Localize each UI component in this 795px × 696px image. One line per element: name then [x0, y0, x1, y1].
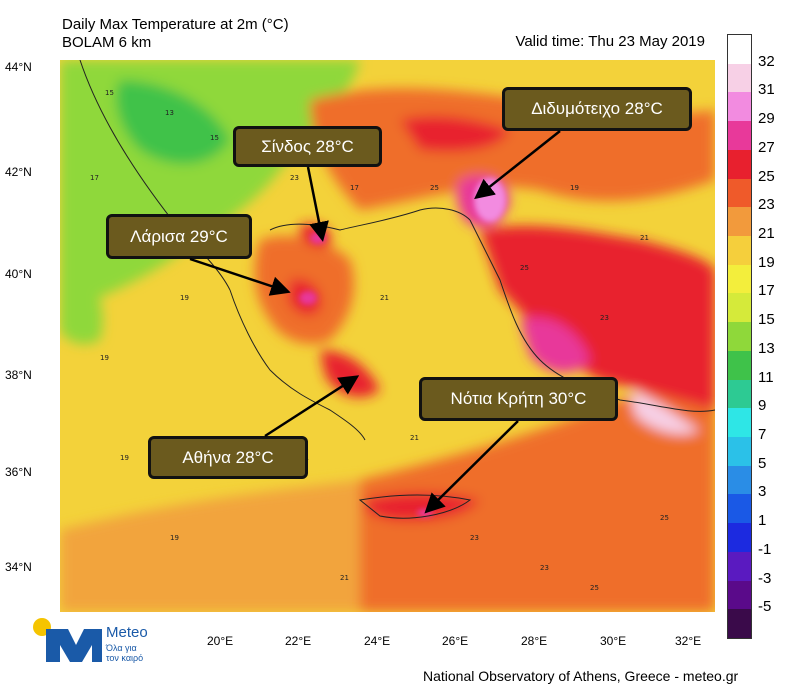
logo-name: Meteo — [106, 624, 148, 641]
footer-credit: National Observatory of Athens, Greece -… — [423, 668, 739, 684]
lon-label: 24°E — [364, 634, 391, 648]
colorbar-label: 25 — [758, 167, 775, 185]
colorbar-swatch — [728, 236, 751, 266]
svg-text:23: 23 — [600, 314, 609, 322]
colorbar-swatch — [728, 149, 751, 180]
svg-text:19: 19 — [120, 454, 129, 462]
colorbar-label: 9 — [758, 397, 767, 415]
logo-tagline-line1: Όλα για — [106, 643, 137, 653]
colorbar-swatch — [728, 465, 751, 495]
colorbar-swatch — [728, 494, 751, 524]
svg-text:25: 25 — [660, 514, 669, 522]
arrow-sindos — [306, 166, 329, 242]
svg-text:15: 15 — [105, 89, 114, 97]
colorbar-swatch — [728, 35, 751, 65]
svg-text:25: 25 — [520, 264, 529, 272]
arrow-larisa — [189, 257, 291, 296]
colorbar-label: 7 — [758, 426, 767, 443]
lon-label: 30°E — [600, 634, 627, 648]
colorbar-swatch — [728, 609, 751, 639]
colorbar-swatch — [728, 264, 751, 294]
colorbar-swatch — [728, 379, 751, 409]
lon-label: 26°E — [442, 634, 469, 648]
lat-label: 38°N — [5, 368, 32, 382]
svg-text:19: 19 — [570, 184, 579, 192]
svg-text:19: 19 — [170, 534, 179, 542]
colorbar-swatch — [728, 63, 751, 93]
svg-text:17: 17 — [90, 174, 99, 182]
svg-text:21: 21 — [380, 294, 389, 302]
colorbar-label: 5 — [758, 454, 767, 472]
callout-sindos: Σίνδος 28°C — [233, 126, 382, 167]
lat-label: 42°N — [5, 165, 32, 179]
colorbar-label: 19 — [758, 253, 775, 271]
colorbar-swatch — [728, 437, 751, 467]
svg-text:19: 19 — [180, 294, 189, 302]
lon-label: 28°E — [521, 634, 548, 648]
colorbar-label: -3 — [758, 569, 772, 587]
colorbar-swatch — [728, 551, 751, 582]
logo-tagline: Όλα για τον καιρό — [106, 643, 143, 663]
svg-text:19: 19 — [100, 354, 109, 362]
colorbar-swatch — [728, 408, 751, 438]
colorbar — [727, 34, 752, 639]
meteo-logo — [33, 618, 102, 662]
svg-text:21: 21 — [340, 574, 349, 582]
svg-text:21: 21 — [410, 434, 419, 442]
colorbar-label: 32 — [758, 52, 775, 70]
colorbar-label: -5 — [758, 598, 772, 616]
colorbar-swatch — [728, 523, 751, 553]
lat-label: 36°N — [5, 465, 32, 479]
lat-label: 40°N — [5, 267, 32, 281]
colorbar-swatch — [728, 92, 751, 122]
colorbar-label: 3 — [758, 483, 767, 501]
svg-text:23: 23 — [540, 564, 549, 572]
valid-time: Valid time: Thu 23 May 2019 — [515, 33, 705, 50]
colorbar-label: -1 — [758, 540, 772, 558]
callout-notia-kriti: Νότια Κρήτη 30°C — [419, 377, 618, 421]
callout-athina: Αθήνα 28°C — [148, 436, 308, 479]
svg-text:17: 17 — [350, 184, 359, 192]
lon-label: 32°E — [675, 634, 702, 648]
colorbar-label: 15 — [758, 311, 775, 329]
title-line-1: Daily Max Temperature at 2m (°C) — [62, 16, 289, 33]
callout-larisa: Λάρισα 29°C — [106, 214, 252, 259]
logo-tagline-line2: τον καιρό — [106, 653, 144, 663]
colorbar-label: 29 — [758, 110, 775, 128]
svg-text:15: 15 — [210, 134, 219, 142]
colorbar-label: 1 — [758, 512, 767, 530]
callout-didymoteicho: Διδυμότειχο 28°C — [502, 87, 692, 131]
lon-label: 20°E — [207, 634, 234, 648]
svg-text:25: 25 — [590, 584, 599, 592]
lat-label: 44°N — [5, 60, 32, 74]
svg-text:23: 23 — [290, 174, 299, 182]
colorbar-swatch — [728, 207, 751, 237]
svg-text:23: 23 — [470, 534, 479, 542]
arrow-notia-kriti — [424, 420, 519, 514]
svg-text:21: 21 — [640, 234, 649, 242]
colorbar-label: 31 — [758, 81, 775, 99]
colorbar-swatch — [728, 121, 751, 151]
colorbar-label: 23 — [758, 196, 775, 214]
colorbar-swatch — [728, 293, 751, 323]
colorbar-swatch — [728, 178, 751, 208]
colorbar-label: 27 — [758, 138, 775, 156]
arrow-didymoteicho — [474, 130, 561, 200]
colorbar-label: 21 — [758, 225, 775, 242]
colorbar-swatch — [728, 322, 751, 352]
colorbar-label: 13 — [758, 339, 775, 357]
arrow-athina — [264, 375, 360, 438]
svg-text:13: 13 — [165, 109, 174, 117]
colorbar-swatch — [728, 580, 751, 610]
colorbar-label: 17 — [758, 282, 775, 300]
colorbar-swatch — [728, 350, 751, 381]
colorbar-label: 11 — [758, 368, 774, 386]
lon-label: 22°E — [285, 634, 312, 648]
callout-arrows — [189, 130, 561, 514]
lat-label: 34°N — [5, 560, 32, 574]
title-line-2: BOLAM 6 km — [62, 34, 152, 51]
svg-text:25: 25 — [430, 184, 439, 192]
